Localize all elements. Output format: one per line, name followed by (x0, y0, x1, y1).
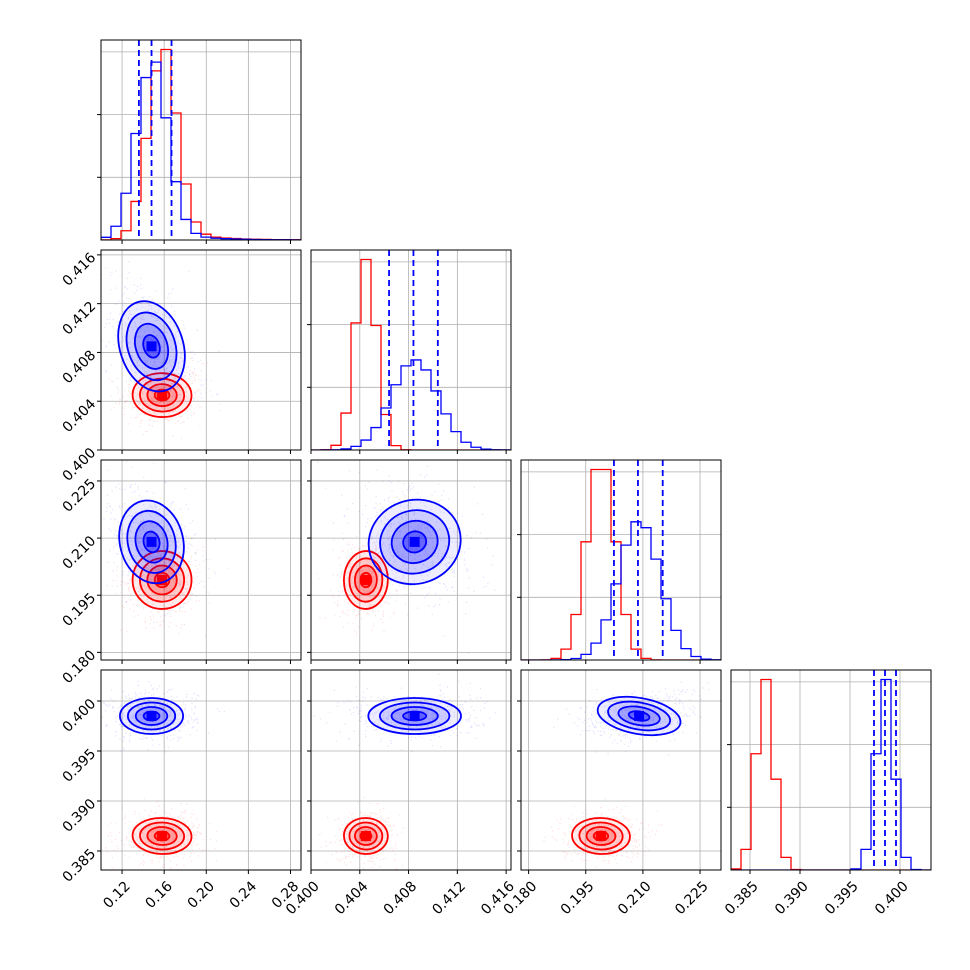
panel-2-0 (97, 459, 302, 664)
panel-frame (310, 669, 512, 871)
x-tick-label: 0.390 (772, 878, 812, 918)
density-peak-series-1 (409, 536, 420, 547)
histogram-series-1 (311, 359, 511, 450)
y-tick-label: 0.400 (60, 696, 100, 736)
x-tick-label: 0.20 (185, 878, 218, 911)
x-tick-label: 0.412 (429, 878, 469, 918)
y-tick-label: 0.225 (60, 476, 100, 516)
panel-2-1 (307, 459, 512, 664)
panel-3-1 (307, 669, 512, 874)
y-tick-label: 0.408 (60, 347, 100, 387)
density-peak-series-1 (146, 711, 157, 721)
panel-frame (520, 669, 722, 871)
panel-frame (310, 459, 512, 661)
y-tick-label: 0.390 (60, 796, 100, 836)
panel-frame (310, 249, 512, 451)
x-tick-label: 0.400 (872, 878, 912, 918)
panel-1-0 (97, 249, 302, 454)
scatter-points-series-1 (101, 261, 220, 437)
x-tick-label: 0.195 (558, 878, 598, 918)
y-tick-label: 0.180 (60, 647, 100, 687)
density-peak-series-1 (409, 711, 420, 721)
scatter-points-series-1 (317, 461, 496, 654)
density-peak-series-1 (634, 711, 645, 721)
density-peak-series-0 (157, 831, 168, 841)
y-tick-label: 0.416 (60, 250, 100, 290)
panel-content (311, 250, 511, 450)
panel-2-2 (517, 459, 722, 664)
y-tick-label: 0.195 (60, 590, 100, 630)
panel-1-1 (307, 249, 512, 454)
histogram-series-1 (731, 678, 931, 870)
panel-content (521, 460, 721, 660)
x-tick-label: 0.385 (722, 878, 762, 918)
x-tick-label: 0.210 (615, 878, 655, 918)
x-tick-label: 0.395 (822, 878, 862, 918)
x-tick-label: 0.16 (143, 878, 176, 911)
density-peak-series-1 (146, 341, 157, 352)
y-tick-label: 0.404 (60, 396, 100, 436)
panel-frame (100, 669, 302, 871)
panel-content (101, 250, 301, 450)
panel-3-3 (727, 669, 932, 874)
density-peak-series-1 (146, 536, 157, 547)
density-peak-series-0 (360, 575, 371, 585)
density-peak-series-0 (157, 575, 168, 585)
panel-frame (520, 459, 722, 661)
histogram-series-0 (311, 258, 511, 450)
panel-frame (730, 669, 932, 871)
panel-frame (100, 459, 302, 661)
panel-content (521, 670, 721, 870)
x-tick-label: 0.225 (672, 878, 712, 918)
panel-content (311, 460, 511, 660)
panel-content (101, 460, 301, 660)
density-peak-series-0 (360, 831, 371, 841)
x-tick-label: 0.408 (381, 878, 421, 918)
x-tick-label: 0.404 (332, 878, 372, 918)
x-tick-label: 0.12 (100, 878, 133, 911)
panel-content (731, 670, 931, 870)
panel-content (311, 670, 511, 870)
y-tick-label: 0.400 (60, 445, 100, 485)
panel-frame (100, 249, 302, 451)
panel-3-2 (517, 669, 722, 874)
panel-content (101, 40, 301, 240)
y-tick-label: 0.412 (60, 299, 100, 339)
y-tick-label: 0.210 (60, 533, 100, 573)
y-tick-label: 0.385 (60, 846, 100, 886)
x-tick-label: 0.24 (227, 878, 260, 911)
panel-3-0 (97, 669, 302, 874)
density-peak-series-0 (157, 390, 168, 401)
panel-frame (100, 39, 302, 241)
panel-content (101, 670, 301, 870)
y-tick-label: 0.395 (60, 746, 100, 786)
density-peak-series-0 (596, 831, 606, 841)
panel-0-0 (97, 39, 302, 244)
